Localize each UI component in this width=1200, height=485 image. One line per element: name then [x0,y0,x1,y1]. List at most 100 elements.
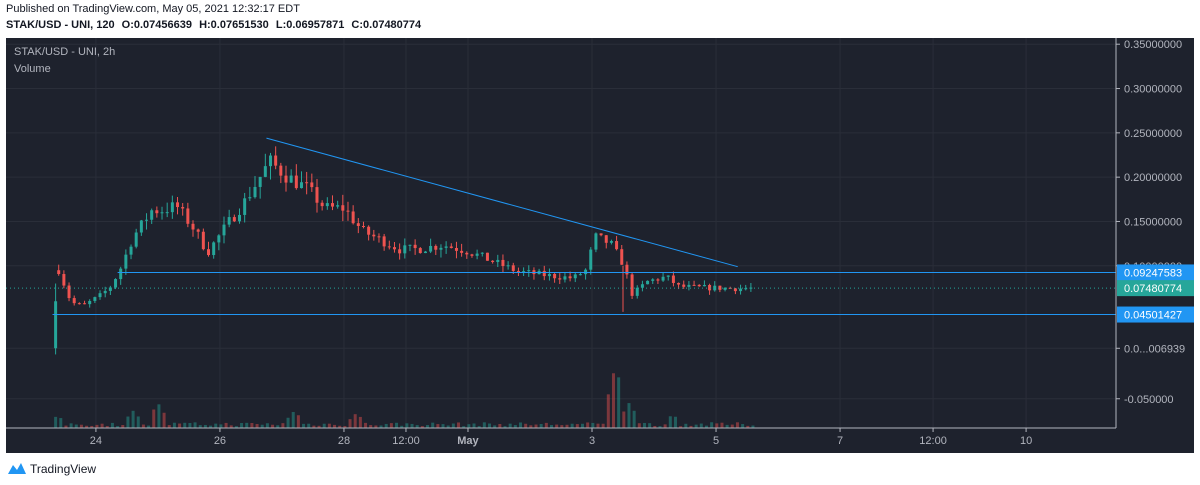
volume-bar [622,411,626,428]
volume-bar [291,412,295,428]
chart-legend: STAK/USD - UNI, 2h Volume [14,46,115,80]
candle-body [330,203,334,207]
candle-body [258,176,262,187]
volume-bar [214,423,218,428]
candle-body [62,274,66,286]
drawing-lines[interactable] [6,137,1116,316]
volume-bar [627,403,631,428]
price-label-box [1117,306,1194,323]
volume-bar [374,425,378,428]
candle-body [578,274,582,276]
volume-bar [617,377,621,428]
ohlc-line: STAK/USD - UNI, 120 O:0.07456639 H:0.076… [6,19,425,31]
candle-body [677,282,681,285]
candle-body [346,210,350,212]
candle-body [382,236,386,247]
candle-body [351,211,355,224]
candle-body [387,246,391,248]
open-value: O:0.07456639 [121,19,192,31]
candle-body [54,301,58,349]
candle-body [170,202,174,213]
candle-body [522,271,526,273]
candle-body [176,202,180,208]
time-tick-label: 3 [589,435,595,447]
chart-pane[interactable]: 0.35000000 0.30000000 0.25000000 0.20000000… [6,38,1194,453]
volume-bar [203,424,207,428]
candle-body [284,175,288,183]
volume-bar [741,424,745,428]
volume-bar [183,422,187,428]
candle-body [372,234,376,237]
candle-body [475,253,479,256]
candle-body [408,244,412,246]
volume-bar [534,424,538,428]
time-tick-label: May [457,435,479,447]
time-tick-label: 12:00 [392,435,420,447]
candle-body [573,274,577,279]
candle-body [687,284,691,287]
volume-bar [658,426,662,428]
candle-body [568,276,572,279]
candle-body [98,293,102,298]
price-tick-label: 0.0...006939 [1124,343,1185,355]
volume-bar [710,422,714,428]
volume-bar [725,424,729,428]
candle-body [299,182,303,189]
candle-body [516,270,520,272]
candle-body [460,250,464,253]
brand-name: TradingView [30,462,97,476]
candle-body [320,202,324,207]
volume-bar [364,422,368,428]
candle-body [527,270,531,272]
low-value: L:0.06957871 [275,19,345,31]
chart-header: Published on TradingView.com, May 05, 20… [0,0,1200,38]
candle-body [289,175,293,183]
volume-bar [575,424,579,428]
volume-bar [457,422,461,428]
candle-body [702,284,706,287]
candle-body [485,252,489,261]
price-axis[interactable]: 0.35000000 0.30000000 0.25000000 0.20000000… [1115,38,1194,428]
volume-bar [436,424,440,428]
candles [54,146,753,355]
volume-bar [498,423,502,428]
volume-bar [715,423,719,428]
candle-body [661,276,665,281]
candle-body [454,247,458,251]
volume-bar [586,422,590,428]
volume-bar [85,425,89,428]
time-axis[interactable]: 24 26 28 12:00 May 3 5 7 12:00 10 [6,427,1116,447]
candle-body [377,236,381,238]
volume-bar [529,425,533,428]
price-chart[interactable]: 0.35000000 0.30000000 0.25000000 0.20000000… [6,38,1194,453]
time-tick-label: 7 [837,435,843,447]
candle-body [88,300,92,305]
candle-body [697,284,701,287]
candle-body [134,232,138,247]
candle-body [465,252,469,255]
candle-body [114,279,118,288]
candle-body [93,297,97,301]
volume-bar [224,422,228,428]
candle-body [232,217,236,222]
candle-body [423,251,427,254]
volume-bar [178,423,182,428]
volume-bar [580,423,584,428]
candle-body [191,223,195,230]
candle-body [434,245,438,250]
volume-bar [276,425,280,428]
candle-body [470,254,474,256]
candle-body [708,284,712,291]
close-value: C:0.07480774 [351,19,422,31]
volume-bar [379,425,383,428]
volume-bar [265,423,269,428]
price-tick-label: 0.30000000 [1124,84,1182,96]
footer: TradingView [0,453,1200,485]
volume-bar [121,424,125,428]
volume-bar [467,424,471,428]
candle-body [449,246,453,248]
volume-bar [234,426,238,428]
volume-bars [54,373,755,428]
candle-body [403,245,407,254]
volume-bar [250,423,254,428]
